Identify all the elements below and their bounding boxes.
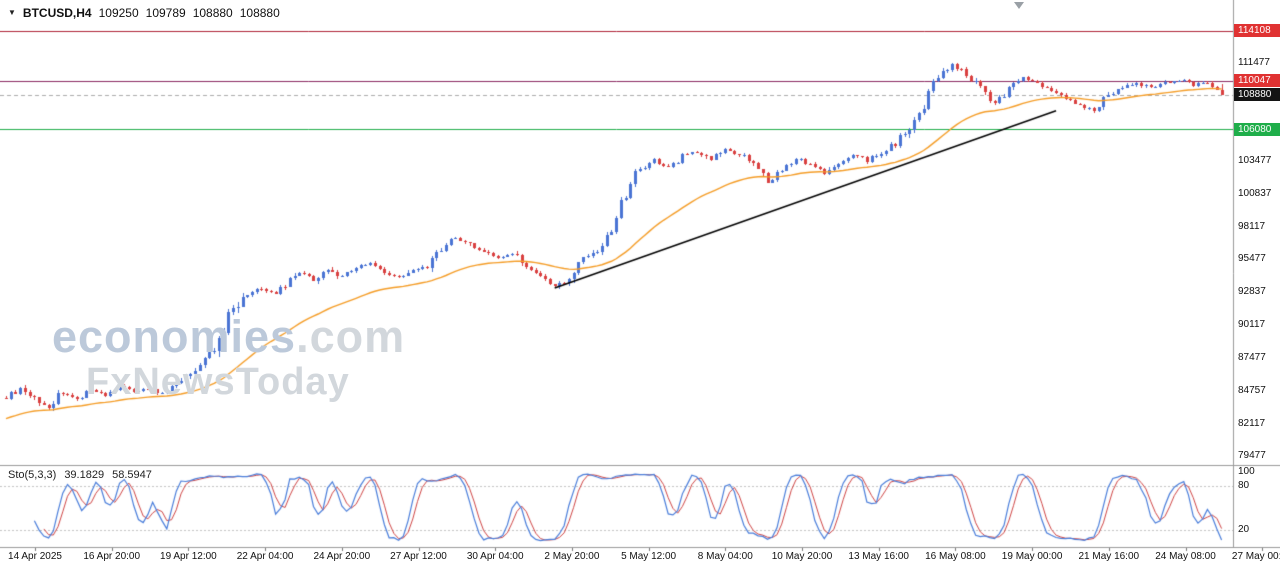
time-axis-label: 21 May 16:00 [1078, 551, 1140, 562]
watermark-subtitle: FxNewsToday [86, 361, 350, 403]
watermark-brand-line: economies.com [52, 314, 405, 359]
time-axis-label: 22 Apr 04:00 [236, 551, 294, 562]
time-axis-label: 24 May 08:00 [1155, 551, 1216, 562]
price-axis-label: 90117 [1238, 319, 1266, 331]
price-axis-label: 82117 [1238, 417, 1266, 429]
ohlc-open: 109250 [98, 6, 139, 20]
price-axis-label: 103477 [1238, 154, 1272, 166]
time-axis-label: 13 May 16:00 [848, 551, 909, 562]
time-axis-label: 2 May 20:00 [544, 551, 600, 562]
time-axis-label: 19 May 00:00 [1001, 551, 1063, 562]
symbol-title: BTCUSD,H4 [22, 6, 92, 20]
chart-shift-marker[interactable] [1014, 2, 1024, 9]
indicator-axis-label: 100 [1238, 465, 1255, 477]
symbol-dropdown-icon[interactable]: ▼ [8, 8, 16, 17]
time-axis-label: 8 May 04:00 [697, 551, 753, 562]
indicator-signal-value: 58.5947 [112, 469, 152, 481]
price-axis-chip: 106080 [1234, 122, 1280, 136]
ohlc-high: 109789 [145, 6, 186, 20]
price-axis-label: 92837 [1238, 286, 1266, 297]
price-axis-label: 79477 [1238, 450, 1266, 462]
time-axis-label: 27 Apr 12:00 [390, 551, 447, 562]
watermark-brand: economies [52, 311, 297, 362]
time-axis-label: 30 Apr 04:00 [466, 551, 524, 562]
price-axis-label: 100837 [1238, 187, 1272, 199]
watermark: economies.com FxNewsToday [52, 314, 405, 401]
price-axis-label: 111477 [1238, 56, 1270, 68]
price-axis-chip: 110047 [1234, 74, 1280, 88]
indicator-main-value: 39.1829 [64, 469, 105, 481]
ohlc-low: 108880 [192, 6, 233, 20]
time-axis-label: 10 May 20:00 [771, 551, 833, 562]
time-axis-label: 24 Apr 20:00 [313, 551, 371, 562]
indicator-header: Sto(5,3,3) 39.1829 58.5947 [8, 469, 152, 481]
indicator-axis-label: 20 [1238, 523, 1250, 535]
time-axis-label: 16 May 08:00 [925, 551, 986, 562]
watermark-brand-tld: .com [296, 311, 406, 362]
price-axis-chip: 114108 [1234, 24, 1280, 38]
ohlc-close: 108880 [239, 6, 280, 20]
indicator-label: Sto(5,3,3) [8, 469, 57, 481]
time-axis-label: 27 May 00:00 [1231, 551, 1280, 562]
price-axis-label: 87477 [1238, 351, 1266, 363]
price-axis-label: 98117 [1238, 220, 1266, 232]
price-axis-label: 84757 [1238, 385, 1266, 397]
time-axis-label: 14 Apr 2025 [8, 551, 62, 562]
indicator-axis-label: 80 [1238, 480, 1250, 492]
time-axis-label: 19 Apr 12:00 [160, 551, 217, 562]
time-axis-label: 16 Apr 20:00 [83, 551, 141, 562]
price-axis-label: 95477 [1238, 253, 1266, 265]
chart-header: ▼ BTCUSD,H4 109250 109789 108880 108880 [8, 6, 280, 20]
price-axis-chip: 108880 [1234, 88, 1280, 102]
time-axis-label: 5 May 12:00 [621, 551, 677, 562]
